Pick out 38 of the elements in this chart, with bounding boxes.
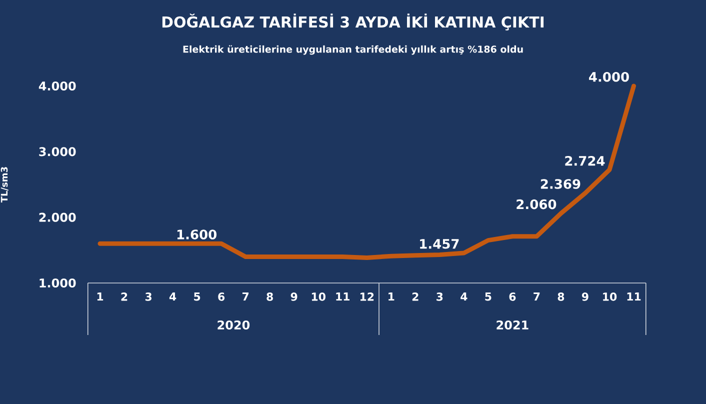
x-tick-label: 6 — [509, 292, 516, 301]
data-label: 2.724 — [565, 156, 605, 166]
y-tick-label: 3.000 — [39, 147, 76, 156]
data-label: 2.060 — [516, 199, 556, 210]
x-tick-label: 1 — [388, 292, 394, 301]
x-tick-label: 4 — [460, 292, 468, 301]
x-tick-label: 2 — [412, 292, 418, 301]
x-tick-label: 7 — [534, 292, 540, 301]
x-tick-label: 10 — [603, 292, 617, 301]
x-tick-label: 10 — [312, 292, 326, 301]
text: 2020 — [218, 320, 250, 330]
x-tick-label: 8 — [558, 292, 564, 301]
x-tick-label: 12 — [360, 292, 374, 301]
data-label: 1.600 — [177, 230, 216, 240]
x-tick-label: 5 — [194, 292, 200, 301]
x-tick-label: 9 — [290, 292, 298, 301]
y-tick-label: 2.000 — [39, 212, 76, 222]
y-axis-title: TL/sm3 — [0, 167, 8, 203]
x-tick-label: 2 — [121, 292, 128, 301]
x-tick-label: 9 — [582, 292, 588, 301]
x-tick-label: 5 — [485, 292, 492, 301]
text: 2021 — [496, 320, 528, 330]
y-tick-label: 1.000 — [40, 278, 76, 288]
x-tick-label: 8 — [266, 292, 273, 301]
data-label: 4.000 — [589, 72, 629, 82]
y-tick-label: 4.000 — [38, 81, 76, 91]
x-tick-label: 7 — [242, 292, 249, 301]
x-tick-label: 3 — [145, 292, 152, 301]
x-tick-label: 6 — [218, 292, 225, 301]
x-tick-label: 4 — [169, 292, 176, 301]
chart-subtitle: Elektrik üreticilerine uygulanan tarifedeki yıllık artış %186 oldu — [183, 45, 523, 55]
x-tick-label: 11 — [336, 292, 350, 301]
data-label: 1.457 — [420, 239, 459, 249]
data-label: 2.369 — [540, 179, 580, 189]
chart-title: DOĞALGAZ TARİFESİ 3 AYDA İKİ KATINA ÇIKTI — [162, 14, 544, 30]
x-tick-label: 3 — [436, 292, 443, 301]
x-tick-label: 1 — [97, 292, 104, 301]
x-tick-label: 11 — [627, 292, 641, 301]
